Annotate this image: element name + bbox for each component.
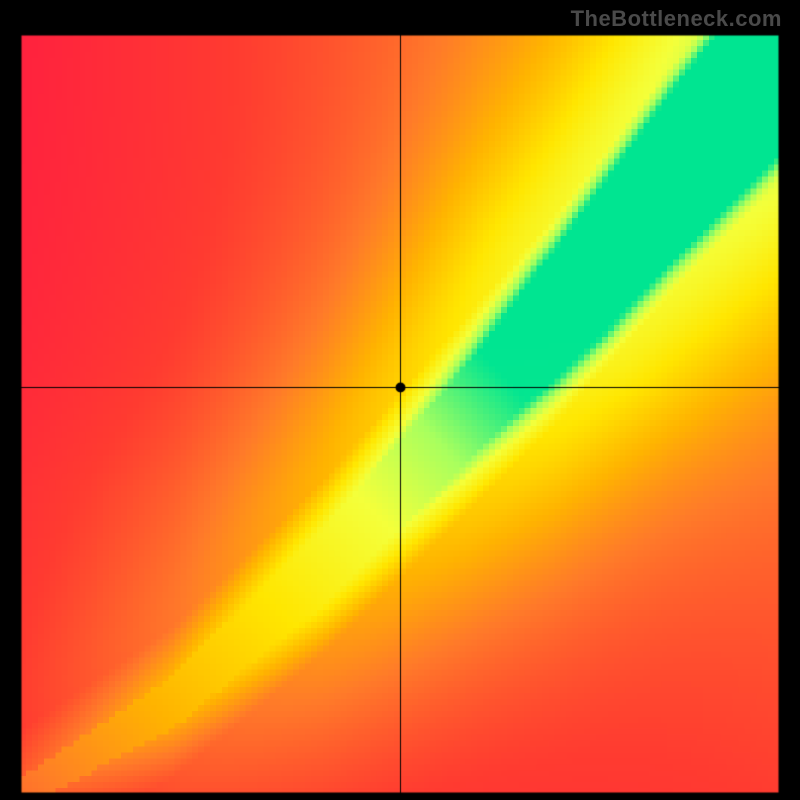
bottleneck-heatmap — [20, 34, 780, 794]
chart-container: TheBottleneck.com — [0, 0, 800, 800]
source-watermark: TheBottleneck.com — [571, 6, 782, 32]
